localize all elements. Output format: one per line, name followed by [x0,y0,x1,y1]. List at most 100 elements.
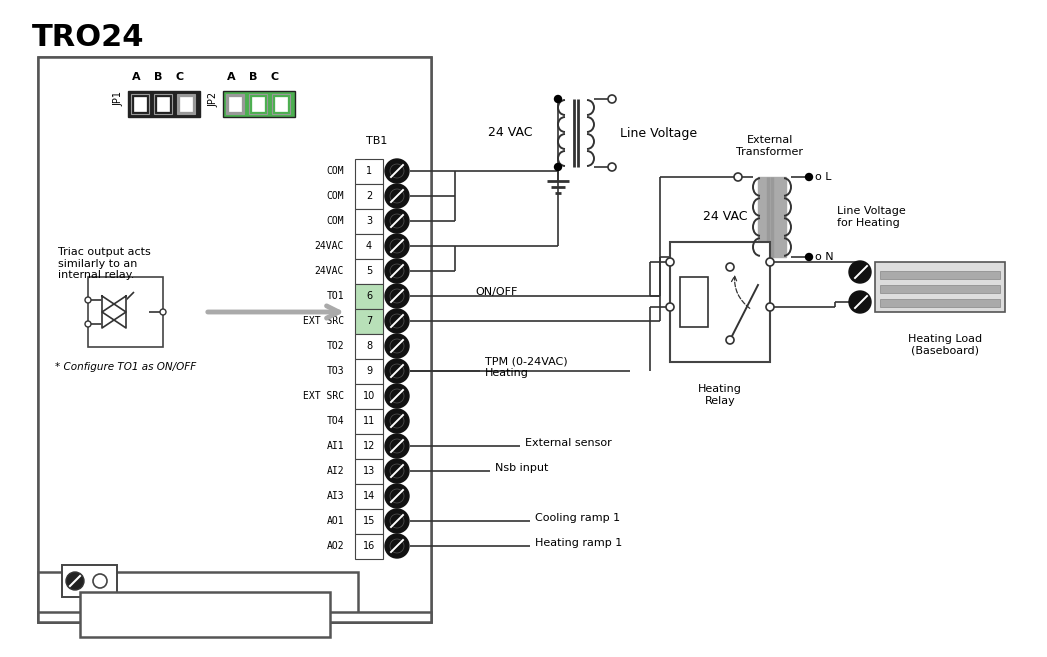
Text: Heating Load
(Baseboard): Heating Load (Baseboard) [908,334,982,355]
Bar [670,242,770,362]
Text: Nsb input: Nsb input [495,463,549,473]
Bar [355,459,383,484]
Text: Heating ramp 1: Heating ramp 1 [535,538,622,548]
Text: AI3: AI3 [327,491,344,501]
Bar [355,484,383,509]
Text: 5: 5 [365,266,372,276]
Text: Line Voltage
for Heating: Line Voltage for Heating [837,206,906,228]
Circle shape [608,163,616,171]
Text: 8: 8 [366,341,372,351]
Circle shape [389,364,404,378]
Bar [180,97,192,111]
Text: A: A [227,72,236,82]
Circle shape [389,514,404,528]
Text: 14: 14 [363,491,375,501]
Text: 2: 2 [365,191,372,201]
Bar [355,184,383,209]
Bar [355,259,383,284]
Circle shape [389,414,404,428]
Bar [252,97,264,111]
Circle shape [389,264,404,278]
Text: AO1: AO1 [327,516,344,526]
Circle shape [385,184,409,208]
Bar [38,572,358,622]
Circle shape [666,258,674,266]
Text: TO1: TO1 [327,291,344,301]
Text: 11: 11 [363,416,375,426]
Bar [875,262,1005,312]
Text: TPM (0-24VAC)
Heating: TPM (0-24VAC) Heating [485,356,567,378]
Circle shape [385,309,409,333]
Bar [355,209,383,234]
Text: B: B [249,72,258,82]
Circle shape [385,359,409,383]
Circle shape [389,164,404,178]
Text: 9: 9 [366,366,372,376]
Circle shape [385,434,409,458]
Circle shape [389,389,404,403]
Circle shape [555,95,561,102]
Text: 6: 6 [366,291,372,301]
Circle shape [385,459,409,483]
Circle shape [726,336,734,344]
Circle shape [805,173,812,181]
Text: Heating
Relay: Heating Relay [698,384,742,405]
Text: COM: COM [327,216,344,226]
Circle shape [766,258,774,266]
Circle shape [385,509,409,533]
Circle shape [766,303,774,311]
Bar [355,334,383,359]
Bar [229,97,241,111]
Text: A: A [132,72,140,82]
Bar [154,94,172,114]
Text: JP2: JP2 [208,91,218,106]
Circle shape [608,95,616,103]
Circle shape [66,572,84,590]
Circle shape [385,284,409,308]
Circle shape [385,334,409,358]
Text: C: C [271,72,280,82]
Text: EXT SRC: EXT SRC [303,316,344,326]
Text: o L: o L [815,172,831,182]
Circle shape [389,289,404,303]
Circle shape [389,464,404,478]
Circle shape [389,189,404,203]
Polygon shape [102,296,126,328]
Bar [177,94,195,114]
Circle shape [160,309,166,315]
Text: 12: 12 [363,441,375,451]
Text: TO3: TO3 [327,366,344,376]
Text: AI2: AI2 [327,466,344,476]
Circle shape [555,164,561,171]
Text: o N: o N [815,252,833,262]
Bar [355,359,383,384]
Text: COM: COM [327,191,344,201]
Bar [355,434,383,459]
Text: Triac output acts
similarly to an
internal relay.: Triac output acts similarly to an intern… [58,247,151,280]
Text: C: C [176,72,184,82]
Circle shape [385,384,409,408]
Text: TO2: TO2 [327,341,344,351]
Text: 15: 15 [363,516,375,526]
Bar [355,234,383,259]
Circle shape [385,209,409,233]
Polygon shape [102,296,126,328]
Text: TRO24: TRO24 [32,22,144,51]
Circle shape [389,214,404,228]
Bar [879,299,1000,307]
Circle shape [734,253,742,261]
Text: 24VAC: 24VAC [315,241,344,251]
Text: AI1: AI1 [327,441,344,451]
Text: 10: 10 [363,391,375,401]
Circle shape [389,439,404,453]
Circle shape [85,321,91,327]
Text: JP1: JP1 [113,91,122,106]
Circle shape [389,539,404,553]
Circle shape [849,261,871,283]
Bar [355,384,383,409]
Circle shape [385,234,409,258]
Bar [758,177,786,257]
Bar [223,91,295,117]
Circle shape [385,409,409,433]
Circle shape [734,173,742,181]
